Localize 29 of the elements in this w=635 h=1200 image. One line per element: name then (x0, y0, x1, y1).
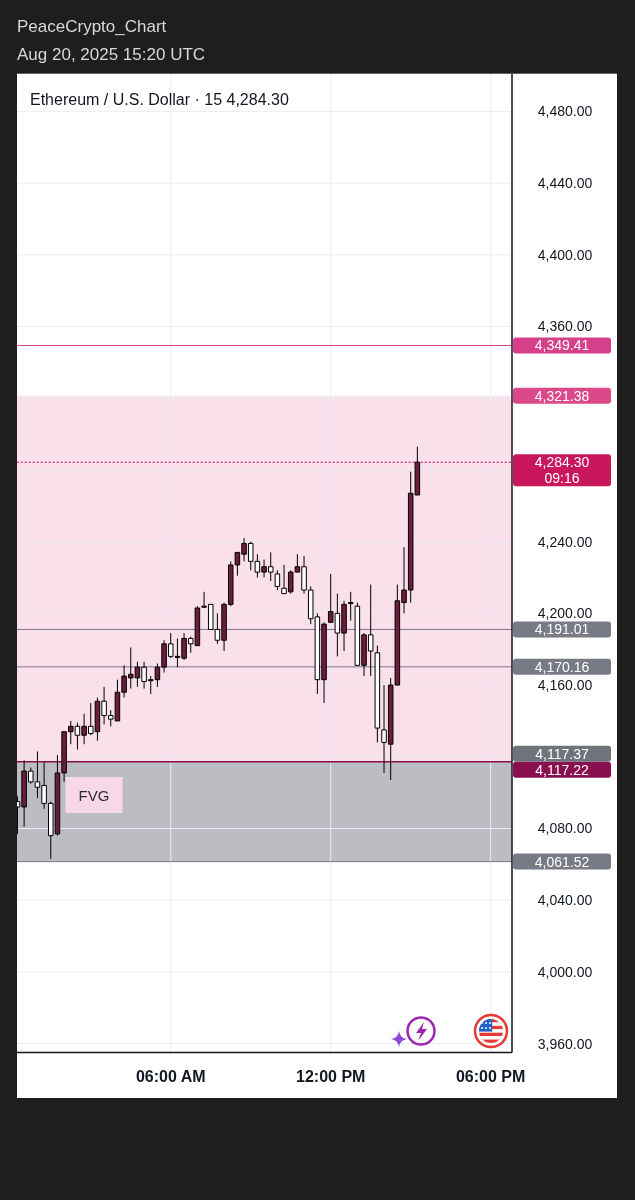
y-tick-label: 4,480.00 (537, 103, 593, 120)
band-label: 4,321.38 (534, 387, 590, 404)
y-tick-label: 4,240.00 (537, 533, 593, 550)
candlestick (374, 645, 381, 743)
ref-line-label: 4,061.52 (534, 853, 590, 870)
band-label: 4,117.37 (535, 745, 589, 762)
y-tick-label: 3,960.00 (537, 1035, 593, 1052)
text: PeaceCrypto_Chart (17, 16, 167, 36)
x-tick-label: 12:00 PM (296, 1067, 366, 1085)
text: Aug 20, 2025 15:20 UTC (17, 44, 206, 64)
candlestick (347, 591, 354, 622)
ref-line-label: 4,284.30 09:16 (534, 454, 590, 487)
x-tick-label: 06:00 AM (135, 1067, 206, 1085)
candlestick (274, 569, 281, 591)
y-tick-label: 4,040.00 (537, 892, 593, 909)
text: Ethereum / U.S. Dollar · 15 4,284.30 (30, 90, 289, 108)
y-tick-label: 4,440.00 (537, 175, 593, 192)
y-tick-label: 4,400.00 (537, 246, 593, 263)
y-tick-label: 4,000.00 (537, 963, 593, 980)
y-tick-label: 4,360.00 (537, 318, 593, 335)
x-tick-label: 06:00 PM (455, 1067, 526, 1085)
y-tick-label: 4,160.00 (537, 677, 593, 694)
annotation: FVG (78, 786, 110, 804)
ref-line-label: 4,349.41 (534, 337, 590, 354)
ref-line-label: 4,117.22 (535, 761, 589, 778)
ref-line-label: 4,191.01 (534, 621, 590, 638)
ref-line-label: 4,170.16 (534, 658, 590, 675)
y-tick-label: 4,200.00 (537, 605, 593, 622)
y-tick-label: 4,080.00 (537, 820, 593, 837)
